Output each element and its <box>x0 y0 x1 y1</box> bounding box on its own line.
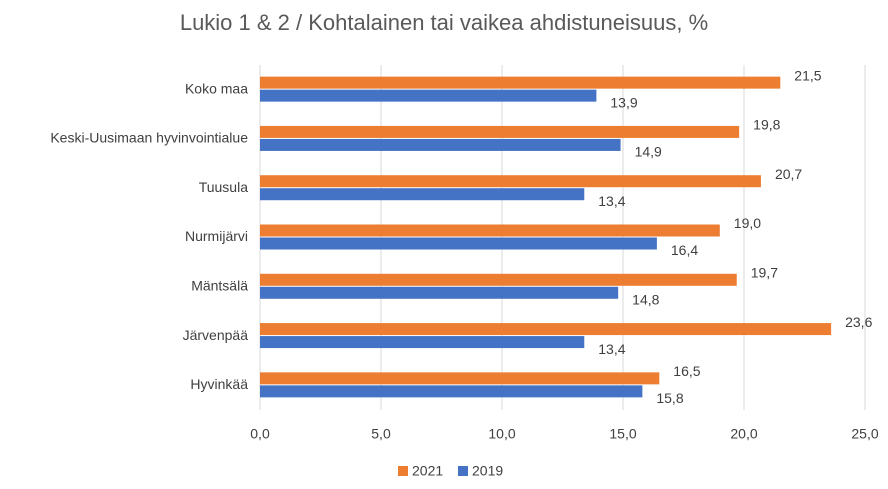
bar <box>260 89 597 102</box>
legend-swatch <box>398 466 408 476</box>
bar <box>260 175 761 188</box>
x-tick-label: 0,0 <box>250 426 270 442</box>
bar <box>260 224 720 237</box>
chart-title: Lukio 1 & 2 / Kohtalainen tai vaikea ahd… <box>180 10 708 35</box>
bar <box>260 237 657 250</box>
data-label: 13,4 <box>598 193 625 209</box>
data-label: 19,7 <box>751 264 778 280</box>
bar <box>260 273 737 286</box>
bar <box>260 323 832 336</box>
data-label: 14,9 <box>635 144 662 160</box>
y-tick-label: Nurmijärvi <box>185 228 248 244</box>
data-label: 23,6 <box>845 314 872 330</box>
data-label: 21,5 <box>794 67 821 83</box>
data-label: 15,8 <box>656 390 683 406</box>
bar <box>260 125 740 138</box>
x-tick-label: 20,0 <box>730 426 757 442</box>
x-tick-label: 10,0 <box>488 426 515 442</box>
y-tick-label: Tuusula <box>199 179 249 195</box>
legend-label: 2021 <box>412 463 443 479</box>
x-tick-label: 5,0 <box>371 426 391 442</box>
bar <box>260 76 781 89</box>
y-tick-label: Koko maa <box>185 80 248 96</box>
data-label: 19,8 <box>753 117 780 133</box>
y-tick-label: Mäntsälä <box>191 277 248 293</box>
bar <box>260 188 585 201</box>
y-tick-label: Järvenpää <box>183 327 249 343</box>
legend-swatch <box>458 466 468 476</box>
data-label: 19,0 <box>734 215 761 231</box>
data-label: 16,4 <box>671 242 698 258</box>
bar <box>260 372 660 385</box>
data-label: 20,7 <box>775 166 802 182</box>
bar <box>260 385 643 398</box>
legend-label: 2019 <box>472 463 503 479</box>
data-label: 16,5 <box>673 363 700 379</box>
data-label: 13,4 <box>598 341 625 357</box>
bar <box>260 336 585 349</box>
y-tick-label: Hyvinkää <box>190 376 248 392</box>
bar <box>260 286 619 299</box>
x-tick-label: 15,0 <box>609 426 636 442</box>
x-tick-label: 25,0 <box>851 426 878 442</box>
data-label: 13,9 <box>610 94 637 110</box>
y-tick-label: Keski-Uusimaan hyvinvointialue <box>50 130 248 146</box>
bar <box>260 138 621 151</box>
data-label: 14,8 <box>632 291 659 307</box>
